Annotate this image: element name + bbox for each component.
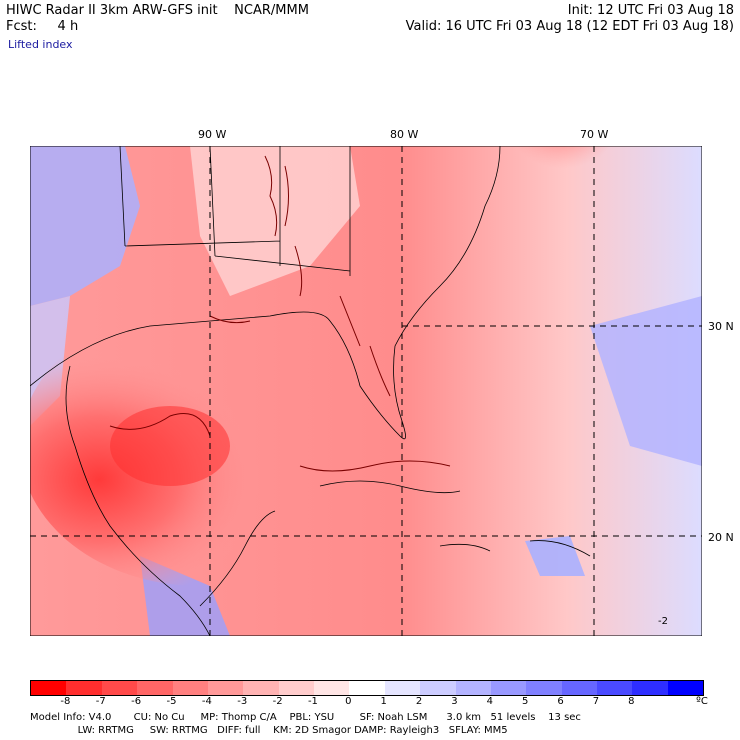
storm-contours xyxy=(109,155,451,472)
colorbar-tick-label: -1 xyxy=(307,696,318,707)
colorbar-segment xyxy=(172,681,208,695)
colorbar-tick-label: 4 xyxy=(486,696,493,707)
lifted-index-map: -2 xyxy=(30,146,702,636)
field-name: Lifted index xyxy=(8,38,73,51)
colorbar-segment xyxy=(667,681,704,695)
colorbar-segment xyxy=(314,681,350,695)
cool-region-west xyxy=(30,146,140,306)
colorbar-tick-label: 3 xyxy=(451,696,458,707)
colorbar-tick-label: -2 xyxy=(272,696,283,707)
header-title: HIWC Radar II 3km ARW-GFS init NCAR/MMM xyxy=(6,3,309,18)
colorbar-segment xyxy=(31,681,67,695)
max-instability-core xyxy=(110,406,230,486)
colorbar-segment xyxy=(490,681,527,695)
colorbar-tick-label: -6 xyxy=(131,696,142,707)
colorbar-tick-label: 6 xyxy=(557,696,564,707)
colorbar-segment xyxy=(384,681,421,695)
colorbar-segment xyxy=(66,681,102,695)
colorbar-tick-label: 8 xyxy=(628,696,635,707)
colorbar-tick-label: 7 xyxy=(592,696,600,707)
colorbar-segment xyxy=(137,681,173,695)
colorbar-tick-label: -7 xyxy=(95,696,106,707)
colorbar xyxy=(30,680,704,696)
lon-label-70w: 70 W xyxy=(580,128,609,141)
colorbar-tick-label: 2 xyxy=(415,696,423,707)
colorbar-segment xyxy=(101,681,138,695)
colorbar-units: ºC xyxy=(696,696,708,707)
model-info-line1: Model Info: V4.0 CU: No Cu MP: Thomp C/A… xyxy=(30,712,581,723)
colorbar-segment xyxy=(526,681,562,695)
colorbar-segment xyxy=(420,681,456,695)
colorbar-tick-label: 0 xyxy=(345,696,352,707)
lat-label-20n: 20 N xyxy=(708,531,734,544)
colorbar-segment xyxy=(632,681,668,695)
colorbar-segment xyxy=(561,681,597,695)
cool-region-atlantic xyxy=(590,296,702,466)
forecast-hour: Fcst: 4 h xyxy=(6,19,79,34)
colorbar-segment xyxy=(597,681,633,695)
colorbar-segment xyxy=(243,681,279,695)
lon-label-80w: 80 W xyxy=(390,128,419,141)
colorbar-segment xyxy=(207,681,244,695)
unstable-region-eastcoast xyxy=(390,146,630,316)
colorbar-tick-label: -3 xyxy=(237,696,248,707)
graticule xyxy=(30,146,702,636)
colorbar-tick-label: 5 xyxy=(521,696,529,707)
colorbar-segment xyxy=(278,681,314,695)
coastlines xyxy=(30,146,591,636)
colorbar-tick-label: -8 xyxy=(60,696,71,707)
neutral-region-midwest xyxy=(190,146,360,296)
contour-label: -2 xyxy=(658,616,668,627)
lat-label-30n: 30 N xyxy=(708,320,734,333)
colorbar-tick-label: 1 xyxy=(380,696,387,707)
colorbar-segment xyxy=(349,681,385,695)
valid-time: Valid: 16 UTC Fri 03 Aug 18 (12 EDT Fri … xyxy=(405,19,734,34)
colorbar-segment xyxy=(455,681,491,695)
init-time: Init: 12 UTC Fri 03 Aug 18 xyxy=(567,3,734,18)
colorbar-tick-label: -4 xyxy=(201,696,212,707)
colorbar-tick-label: -5 xyxy=(166,696,177,707)
model-info-line2: LW: RRTMG SW: RRTMG DIFF: full KM: 2D Sm… xyxy=(30,725,508,736)
lon-label-90w: 90 W xyxy=(198,128,227,141)
